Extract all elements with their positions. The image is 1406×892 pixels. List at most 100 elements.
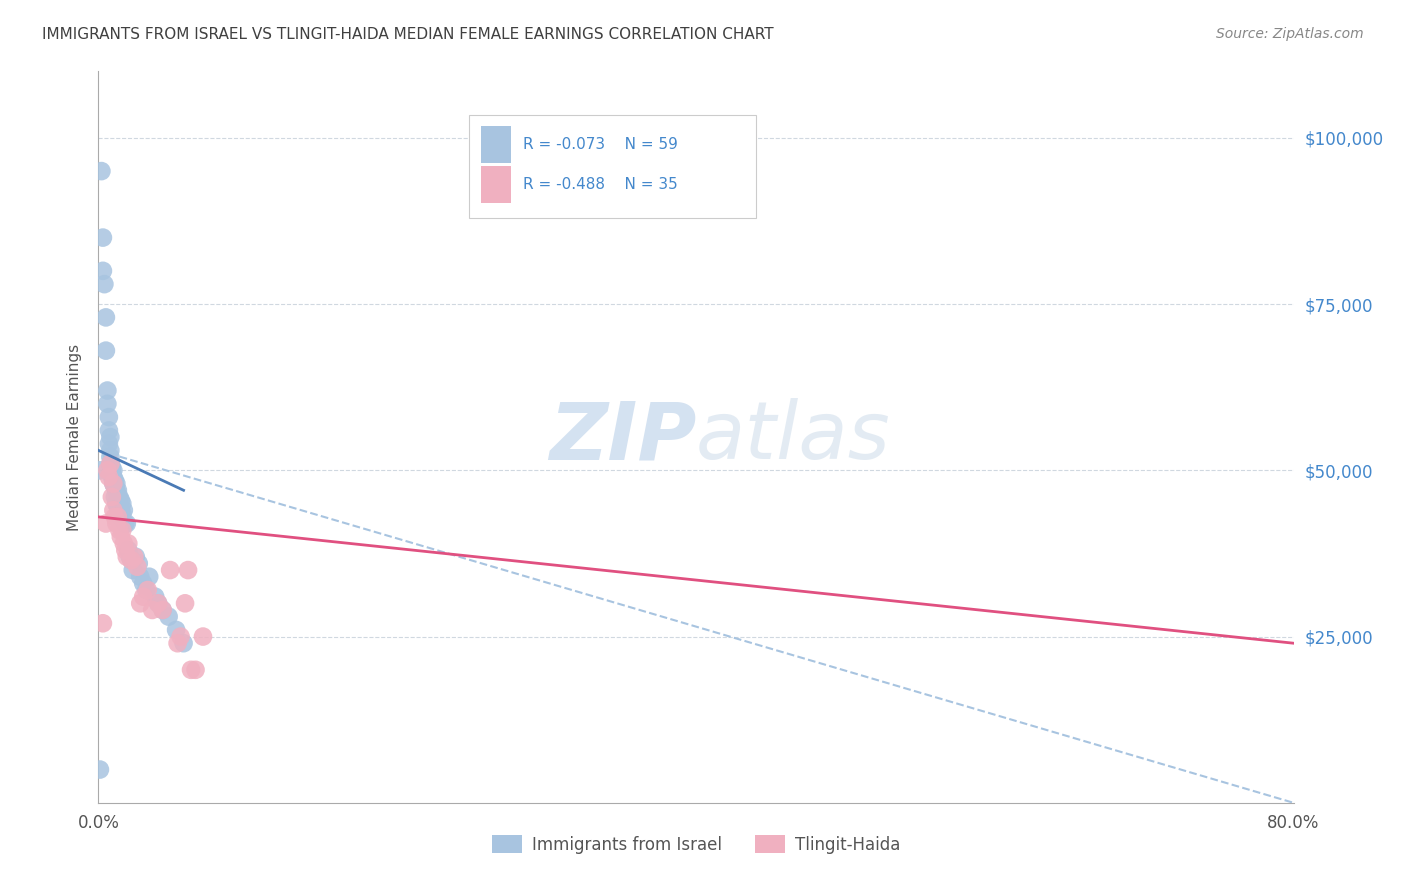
Point [103,463,125,477]
Point [138,570,160,584]
Legend: Immigrants from Israel, Tlingit-Haida: Immigrants from Israel, Tlingit-Haida [485,829,907,860]
Point [103,476,125,491]
FancyBboxPatch shape [481,126,510,163]
Y-axis label: Median Female Earnings: Median Female Earnings [67,343,83,531]
Point [94,343,117,358]
Point [91,264,114,278]
Point [136,582,159,597]
Text: R = -0.488    N = 35: R = -0.488 N = 35 [523,178,678,193]
Point [173,636,195,650]
Point [125,549,148,564]
Text: ZIP: ZIP [548,398,696,476]
Point [103,476,125,491]
Point [105,483,128,498]
Point [165,623,187,637]
Point [174,596,197,610]
Point [97,470,120,484]
Point [96,384,118,398]
Point [141,603,163,617]
Point [98,443,122,458]
Point [108,503,131,517]
Point [107,490,129,504]
Point [148,596,170,610]
Point [97,410,120,425]
Point [104,509,127,524]
Text: atlas: atlas [696,398,891,476]
Point [120,553,142,567]
Point [177,563,200,577]
Point [180,663,202,677]
Point [91,230,114,244]
Point [129,570,152,584]
Point [104,490,127,504]
Point [101,463,124,477]
Point [101,490,124,504]
Point [111,507,134,521]
Point [117,536,139,550]
Point [103,503,125,517]
Point [148,596,170,610]
Point [191,630,214,644]
Point [114,543,136,558]
Point [114,516,136,531]
Point [90,164,112,178]
Point [98,430,122,444]
Point [120,553,142,567]
Point [98,450,122,464]
Text: IMMIGRANTS FROM ISRAEL VS TLINGIT-HAIDA MEDIAN FEMALE EARNINGS CORRELATION CHART: IMMIGRANTS FROM ISRAEL VS TLINGIT-HAIDA … [42,27,773,42]
Point [91,616,114,631]
Point [97,424,120,438]
Point [159,563,181,577]
Point [169,630,191,644]
Point [110,503,132,517]
Point [89,763,111,777]
Point [110,493,132,508]
Point [105,476,128,491]
Point [143,590,166,604]
Point [111,523,134,537]
Point [105,497,128,511]
Point [96,463,118,477]
Point [98,457,122,471]
Point [127,559,149,574]
Point [128,557,150,571]
Point [110,509,132,524]
Point [166,636,188,650]
Point [117,543,139,558]
Point [104,480,127,494]
Point [121,563,143,577]
Point [112,536,135,550]
Text: Source: ZipAtlas.com: Source: ZipAtlas.com [1216,27,1364,41]
Point [111,497,134,511]
Point [104,473,127,487]
Point [94,310,117,325]
Point [110,530,132,544]
Point [115,549,138,564]
Point [132,590,155,604]
Point [97,436,120,450]
Point [107,483,129,498]
Point [129,596,152,610]
Point [152,603,174,617]
Point [108,523,131,537]
Point [101,470,124,484]
Point [135,582,157,597]
FancyBboxPatch shape [481,167,510,203]
Point [105,516,128,531]
Point [132,576,155,591]
Point [112,503,135,517]
Point [184,663,207,677]
Point [118,549,141,564]
Point [103,470,125,484]
Point [108,490,131,504]
Point [107,509,129,524]
Point [115,516,138,531]
Point [101,460,124,475]
Point [101,467,124,481]
Point [98,457,122,471]
FancyBboxPatch shape [470,115,756,218]
Point [152,603,174,617]
Point [89,463,111,477]
Point [96,397,118,411]
Point [107,500,129,514]
